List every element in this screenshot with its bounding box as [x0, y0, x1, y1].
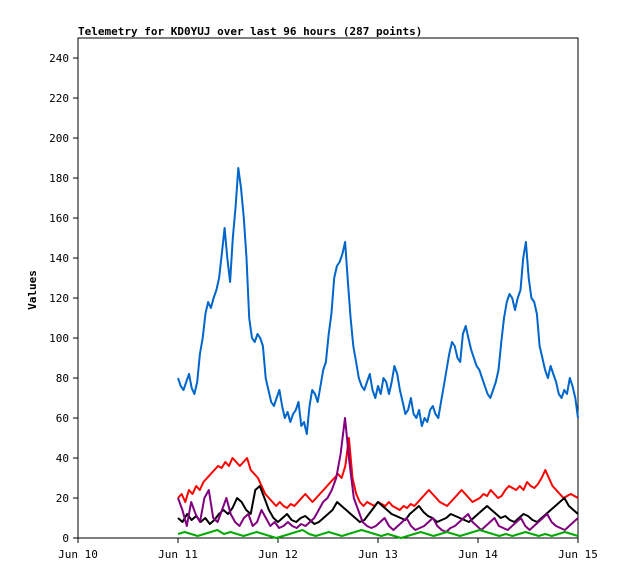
x-tick-label: Jun 15 — [558, 548, 598, 561]
y-tick-label: 160 — [49, 212, 69, 225]
y-tick-label: 40 — [56, 452, 69, 465]
x-axis-ticks: Jun 10 Jun 11 Jun 12 Jun 13 Jun 14 Jun 15 — [58, 538, 598, 561]
x-tick-label: Jun 13 — [358, 548, 398, 561]
y-tick-label: 80 — [56, 372, 69, 385]
y-tick-label: 180 — [49, 172, 69, 185]
series-line-1 — [177, 167, 579, 435]
series-layer — [177, 167, 579, 539]
x-tick-label: Jun 10 — [58, 548, 98, 561]
y-tick-label: 220 — [49, 92, 69, 105]
y-tick-label: 20 — [56, 492, 69, 505]
y-tick-label: 200 — [49, 132, 69, 145]
plot-frame — [77, 37, 579, 539]
y-tick-label: 0 — [62, 532, 69, 545]
x-tick-label: Jun 14 — [458, 548, 498, 561]
series-line-3 — [177, 485, 579, 525]
series-line-5 — [177, 529, 579, 539]
x-tick-label: Jun 11 — [158, 548, 198, 561]
y-tick-label: 60 — [56, 412, 69, 425]
chart-title: Telemetry for KD0YUJ over last 96 hours … — [78, 25, 422, 38]
y-tick-label: 140 — [49, 252, 69, 265]
y-tick-label: 120 — [49, 292, 69, 305]
series-line-4 — [177, 417, 579, 533]
y-tick-label: 240 — [49, 52, 69, 65]
y-tick-label: 100 — [49, 332, 69, 345]
y-axis-label: Values — [26, 270, 39, 310]
x-tick-label: Jun 12 — [258, 548, 298, 561]
y-axis-ticks: 0 20 40 60 80 100 120 140 160 180 200 220 240 — [49, 52, 78, 545]
